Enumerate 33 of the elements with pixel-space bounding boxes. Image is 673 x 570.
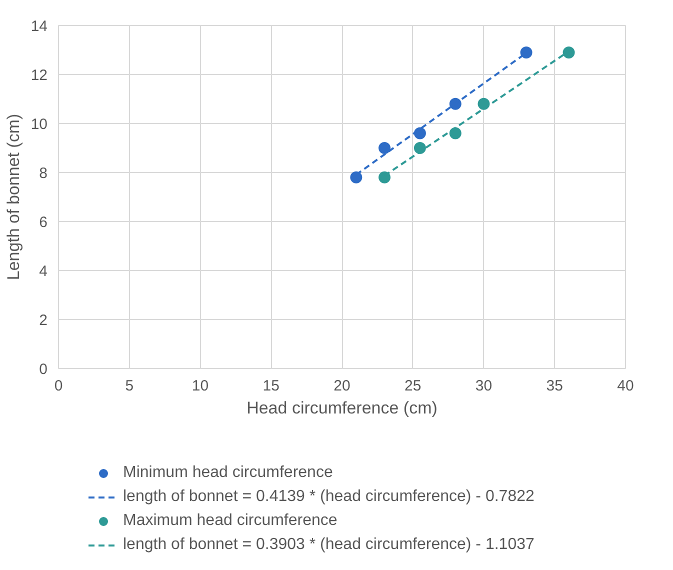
y-tick-label: 10	[30, 116, 48, 133]
x-tick-label: 30	[475, 378, 492, 394]
y-tick-label: 4	[39, 263, 48, 280]
point	[478, 98, 490, 110]
point	[414, 127, 426, 140]
point	[520, 46, 532, 58]
point	[449, 127, 462, 140]
point	[378, 142, 391, 154]
x-tick-label: 25	[404, 378, 422, 394]
x-tick-label: 15	[262, 378, 280, 394]
y-tick-label: 12	[30, 67, 48, 84]
x-tick-label: 10	[192, 378, 209, 394]
legend-label: Minimum head circumference	[123, 464, 333, 482]
x-tick-label: 20	[334, 378, 350, 394]
point	[414, 142, 426, 154]
y-axis-title: Length of bonnet (cm)	[4, 114, 23, 280]
y-tick-label: 6	[39, 214, 48, 231]
legend-label: Maximum head circumference	[123, 512, 338, 530]
y-tick-label: 14	[30, 18, 48, 35]
x-tick-label: 35	[546, 378, 563, 394]
x-tick-label: 5	[125, 378, 134, 394]
y-tick-label: 8	[39, 165, 48, 182]
legend-label: length of bonnet = 0.3903 * (head circumference) - 1.1037	[123, 536, 534, 554]
point	[449, 98, 462, 110]
x-axis-title: Head circumference (cm)	[246, 398, 438, 418]
point	[378, 171, 391, 184]
y-tick-label: 0	[39, 361, 48, 378]
x-tick-label: 0	[54, 378, 63, 394]
y-tick-label: 2	[39, 312, 48, 329]
point	[562, 46, 575, 58]
legend-label: length of bonnet = 0.4139 * (head circumference) - 0.7822	[123, 488, 534, 506]
point	[350, 171, 362, 184]
x-tick-label: 40	[617, 378, 634, 394]
